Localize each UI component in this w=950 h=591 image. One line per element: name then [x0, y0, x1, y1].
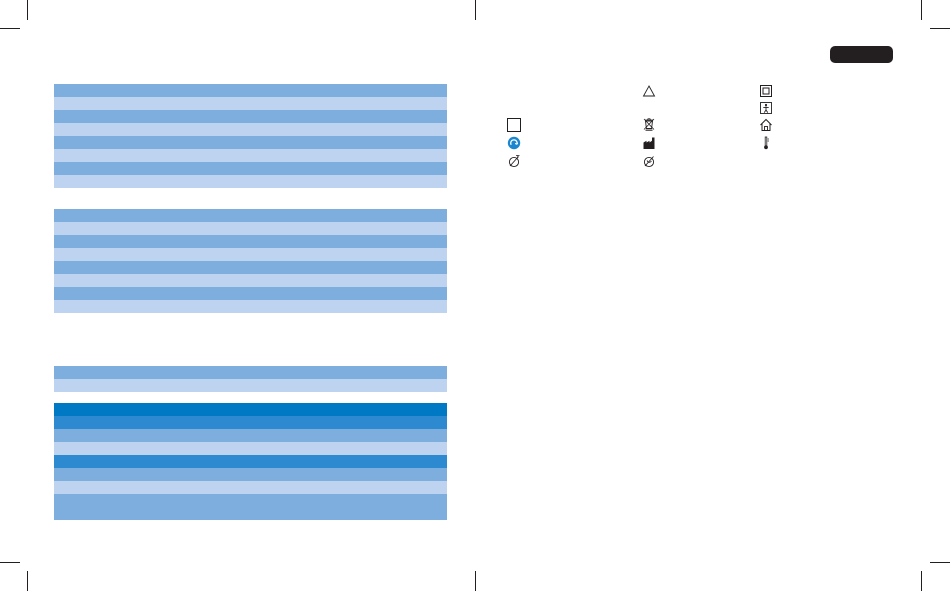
spec-table-3 [54, 366, 447, 392]
table-row [54, 481, 447, 494]
table-row [54, 110, 447, 123]
table-row [54, 429, 447, 442]
crop-mark-top-left-v [27, 0, 28, 20]
table-row [54, 455, 447, 468]
recycling-icon [507, 136, 521, 150]
crop-mark-top-left-h [0, 28, 20, 29]
spec-table-4 [54, 403, 447, 520]
spec-table-1 [54, 84, 447, 188]
table-row [54, 209, 447, 222]
table-row [54, 136, 447, 149]
table-row [54, 442, 447, 455]
crop-mark-bottom-right-v [921, 571, 922, 591]
table-row [54, 149, 447, 162]
table-row [54, 274, 447, 287]
crop-mark-bottom-center-v [475, 571, 476, 591]
crop-mark-bottom-right-h [930, 562, 950, 563]
table-row [54, 416, 447, 429]
table-row [54, 494, 447, 520]
warning-triangle-icon [642, 84, 656, 98]
table-row [54, 403, 447, 416]
empty-box-icon [507, 118, 521, 132]
table-row [54, 175, 447, 188]
crop-mark-top-right-v [921, 0, 922, 20]
table-row [54, 97, 447, 110]
table-row [54, 235, 447, 248]
spec-table-2 [54, 209, 447, 313]
body-floating-type-bf-icon [759, 101, 773, 115]
weee-bin-icon [642, 117, 656, 131]
manufacturer-factory-icon [642, 136, 656, 150]
table-row [54, 84, 447, 97]
table-row [54, 248, 447, 261]
crop-mark-top-right-h [930, 28, 950, 29]
table-row [54, 222, 447, 235]
language-tab [830, 46, 893, 63]
table-row [54, 366, 447, 379]
no-bent-hose-icon [642, 154, 656, 168]
table-row [54, 123, 447, 136]
indoor-use-house-icon [759, 118, 773, 132]
crop-mark-top-center-v [475, 0, 476, 20]
table-row [54, 261, 447, 274]
table-row [54, 162, 447, 175]
table-row [54, 379, 447, 392]
table-row [54, 300, 447, 313]
crop-mark-bottom-left-h [0, 562, 20, 563]
no-needle-icon [507, 154, 521, 168]
table-row [54, 468, 447, 481]
temperature-limit-icon [759, 136, 773, 150]
crop-mark-bottom-left-v [27, 571, 28, 591]
double-insulation-icon [759, 84, 773, 98]
table-row [54, 287, 447, 300]
